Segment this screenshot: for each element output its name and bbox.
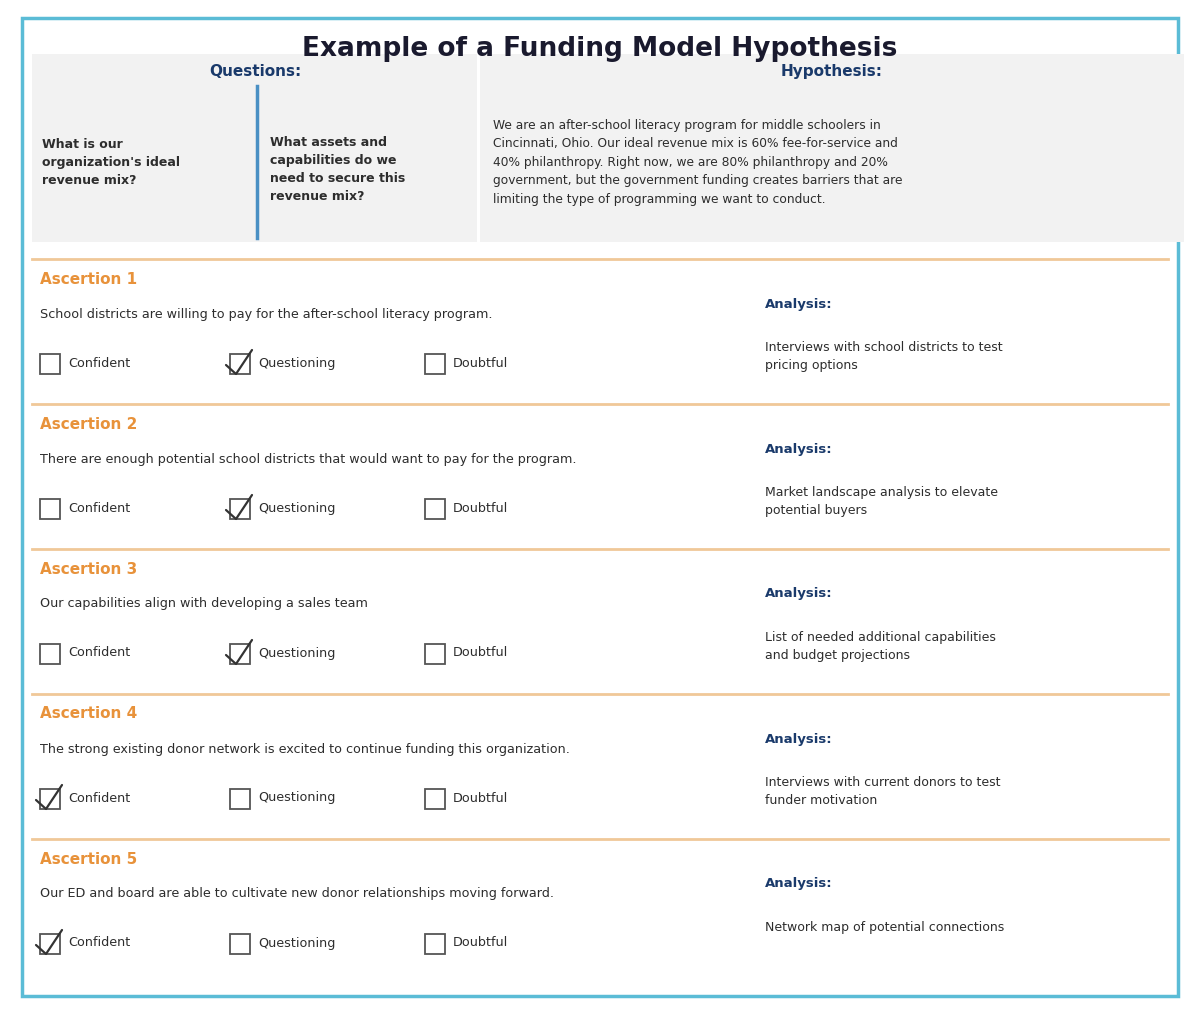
Text: Analysis:: Analysis:: [766, 442, 833, 455]
Text: Questions:: Questions:: [209, 64, 301, 78]
Text: Ascertion 3: Ascertion 3: [40, 562, 137, 577]
Text: The strong existing donor network is excited to continue funding this organizati: The strong existing donor network is exc…: [40, 742, 570, 755]
Text: Ascertion 2: Ascertion 2: [40, 417, 137, 432]
Text: Confident: Confident: [68, 647, 131, 659]
Text: Interviews with current donors to test
funder motivation: Interviews with current donors to test f…: [766, 776, 1001, 806]
Text: Questioning: Questioning: [258, 357, 335, 369]
Text: Network map of potential connections: Network map of potential connections: [766, 921, 1004, 934]
FancyBboxPatch shape: [40, 934, 60, 954]
Text: Confident: Confident: [68, 357, 131, 369]
Text: Questioning: Questioning: [258, 647, 335, 659]
Text: Questioning: Questioning: [258, 792, 335, 804]
Text: Doubtful: Doubtful: [454, 647, 509, 659]
Text: List of needed additional capabilities
and budget projections: List of needed additional capabilities a…: [766, 631, 996, 661]
Text: Doubtful: Doubtful: [454, 937, 509, 949]
FancyBboxPatch shape: [425, 644, 445, 664]
Text: Ascertion 4: Ascertion 4: [40, 707, 137, 722]
Text: Doubtful: Doubtful: [454, 502, 509, 514]
Text: Our capabilities align with developing a sales team: Our capabilities align with developing a…: [40, 597, 368, 610]
FancyBboxPatch shape: [230, 644, 250, 664]
FancyBboxPatch shape: [425, 789, 445, 809]
Text: Analysis:: Analysis:: [766, 732, 833, 745]
FancyBboxPatch shape: [230, 499, 250, 519]
Text: Interviews with school districts to test
pricing options: Interviews with school districts to test…: [766, 341, 1003, 371]
FancyBboxPatch shape: [32, 54, 478, 242]
FancyBboxPatch shape: [40, 644, 60, 664]
Text: School districts are willing to pay for the after-school literacy program.: School districts are willing to pay for …: [40, 307, 492, 320]
Text: Doubtful: Doubtful: [454, 357, 509, 369]
Text: Ascertion 5: Ascertion 5: [40, 852, 137, 867]
Text: Analysis:: Analysis:: [766, 297, 833, 310]
FancyBboxPatch shape: [40, 354, 60, 374]
FancyBboxPatch shape: [230, 789, 250, 809]
Text: Analysis:: Analysis:: [766, 877, 833, 890]
Text: Questioning: Questioning: [258, 937, 335, 949]
Text: There are enough potential school districts that would want to pay for the progr: There are enough potential school distri…: [40, 452, 576, 465]
Text: What assets and
capabilities do we
need to secure this
revenue mix?: What assets and capabilities do we need …: [270, 136, 406, 203]
FancyBboxPatch shape: [22, 18, 1178, 996]
FancyBboxPatch shape: [425, 354, 445, 374]
Text: Analysis:: Analysis:: [766, 587, 833, 600]
Text: Hypothesis:: Hypothesis:: [781, 64, 883, 78]
Text: Confident: Confident: [68, 502, 131, 514]
FancyBboxPatch shape: [230, 354, 250, 374]
Text: Our ED and board are able to cultivate new donor relationships moving forward.: Our ED and board are able to cultivate n…: [40, 887, 554, 900]
FancyBboxPatch shape: [40, 499, 60, 519]
FancyBboxPatch shape: [230, 934, 250, 954]
Text: Confident: Confident: [68, 792, 131, 804]
FancyBboxPatch shape: [425, 934, 445, 954]
Text: Ascertion 1: Ascertion 1: [40, 272, 137, 287]
Text: Confident: Confident: [68, 937, 131, 949]
FancyBboxPatch shape: [425, 499, 445, 519]
Text: Doubtful: Doubtful: [454, 792, 509, 804]
Text: Example of a Funding Model Hypothesis: Example of a Funding Model Hypothesis: [302, 37, 898, 62]
FancyBboxPatch shape: [40, 789, 60, 809]
Text: Questioning: Questioning: [258, 502, 335, 514]
Text: What is our
organization's ideal
revenue mix?: What is our organization's ideal revenue…: [42, 138, 180, 187]
FancyBboxPatch shape: [480, 54, 1184, 242]
Text: We are an after-school literacy program for middle schoolers in
Cincinnati, Ohio: We are an after-school literacy program …: [493, 119, 902, 206]
Text: Market landscape analysis to elevate
potential buyers: Market landscape analysis to elevate pot…: [766, 486, 998, 516]
